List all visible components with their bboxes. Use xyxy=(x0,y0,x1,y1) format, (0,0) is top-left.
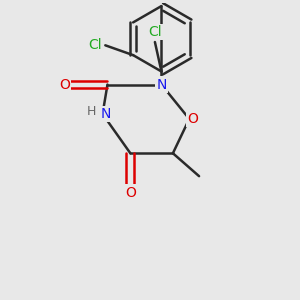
Text: O: O xyxy=(59,78,70,92)
Text: N: N xyxy=(100,107,111,121)
Text: N: N xyxy=(156,78,167,92)
Text: Cl: Cl xyxy=(89,38,102,52)
Text: Cl: Cl xyxy=(148,25,162,39)
Text: O: O xyxy=(187,112,198,126)
Text: H: H xyxy=(86,105,96,118)
Text: O: O xyxy=(125,185,136,200)
